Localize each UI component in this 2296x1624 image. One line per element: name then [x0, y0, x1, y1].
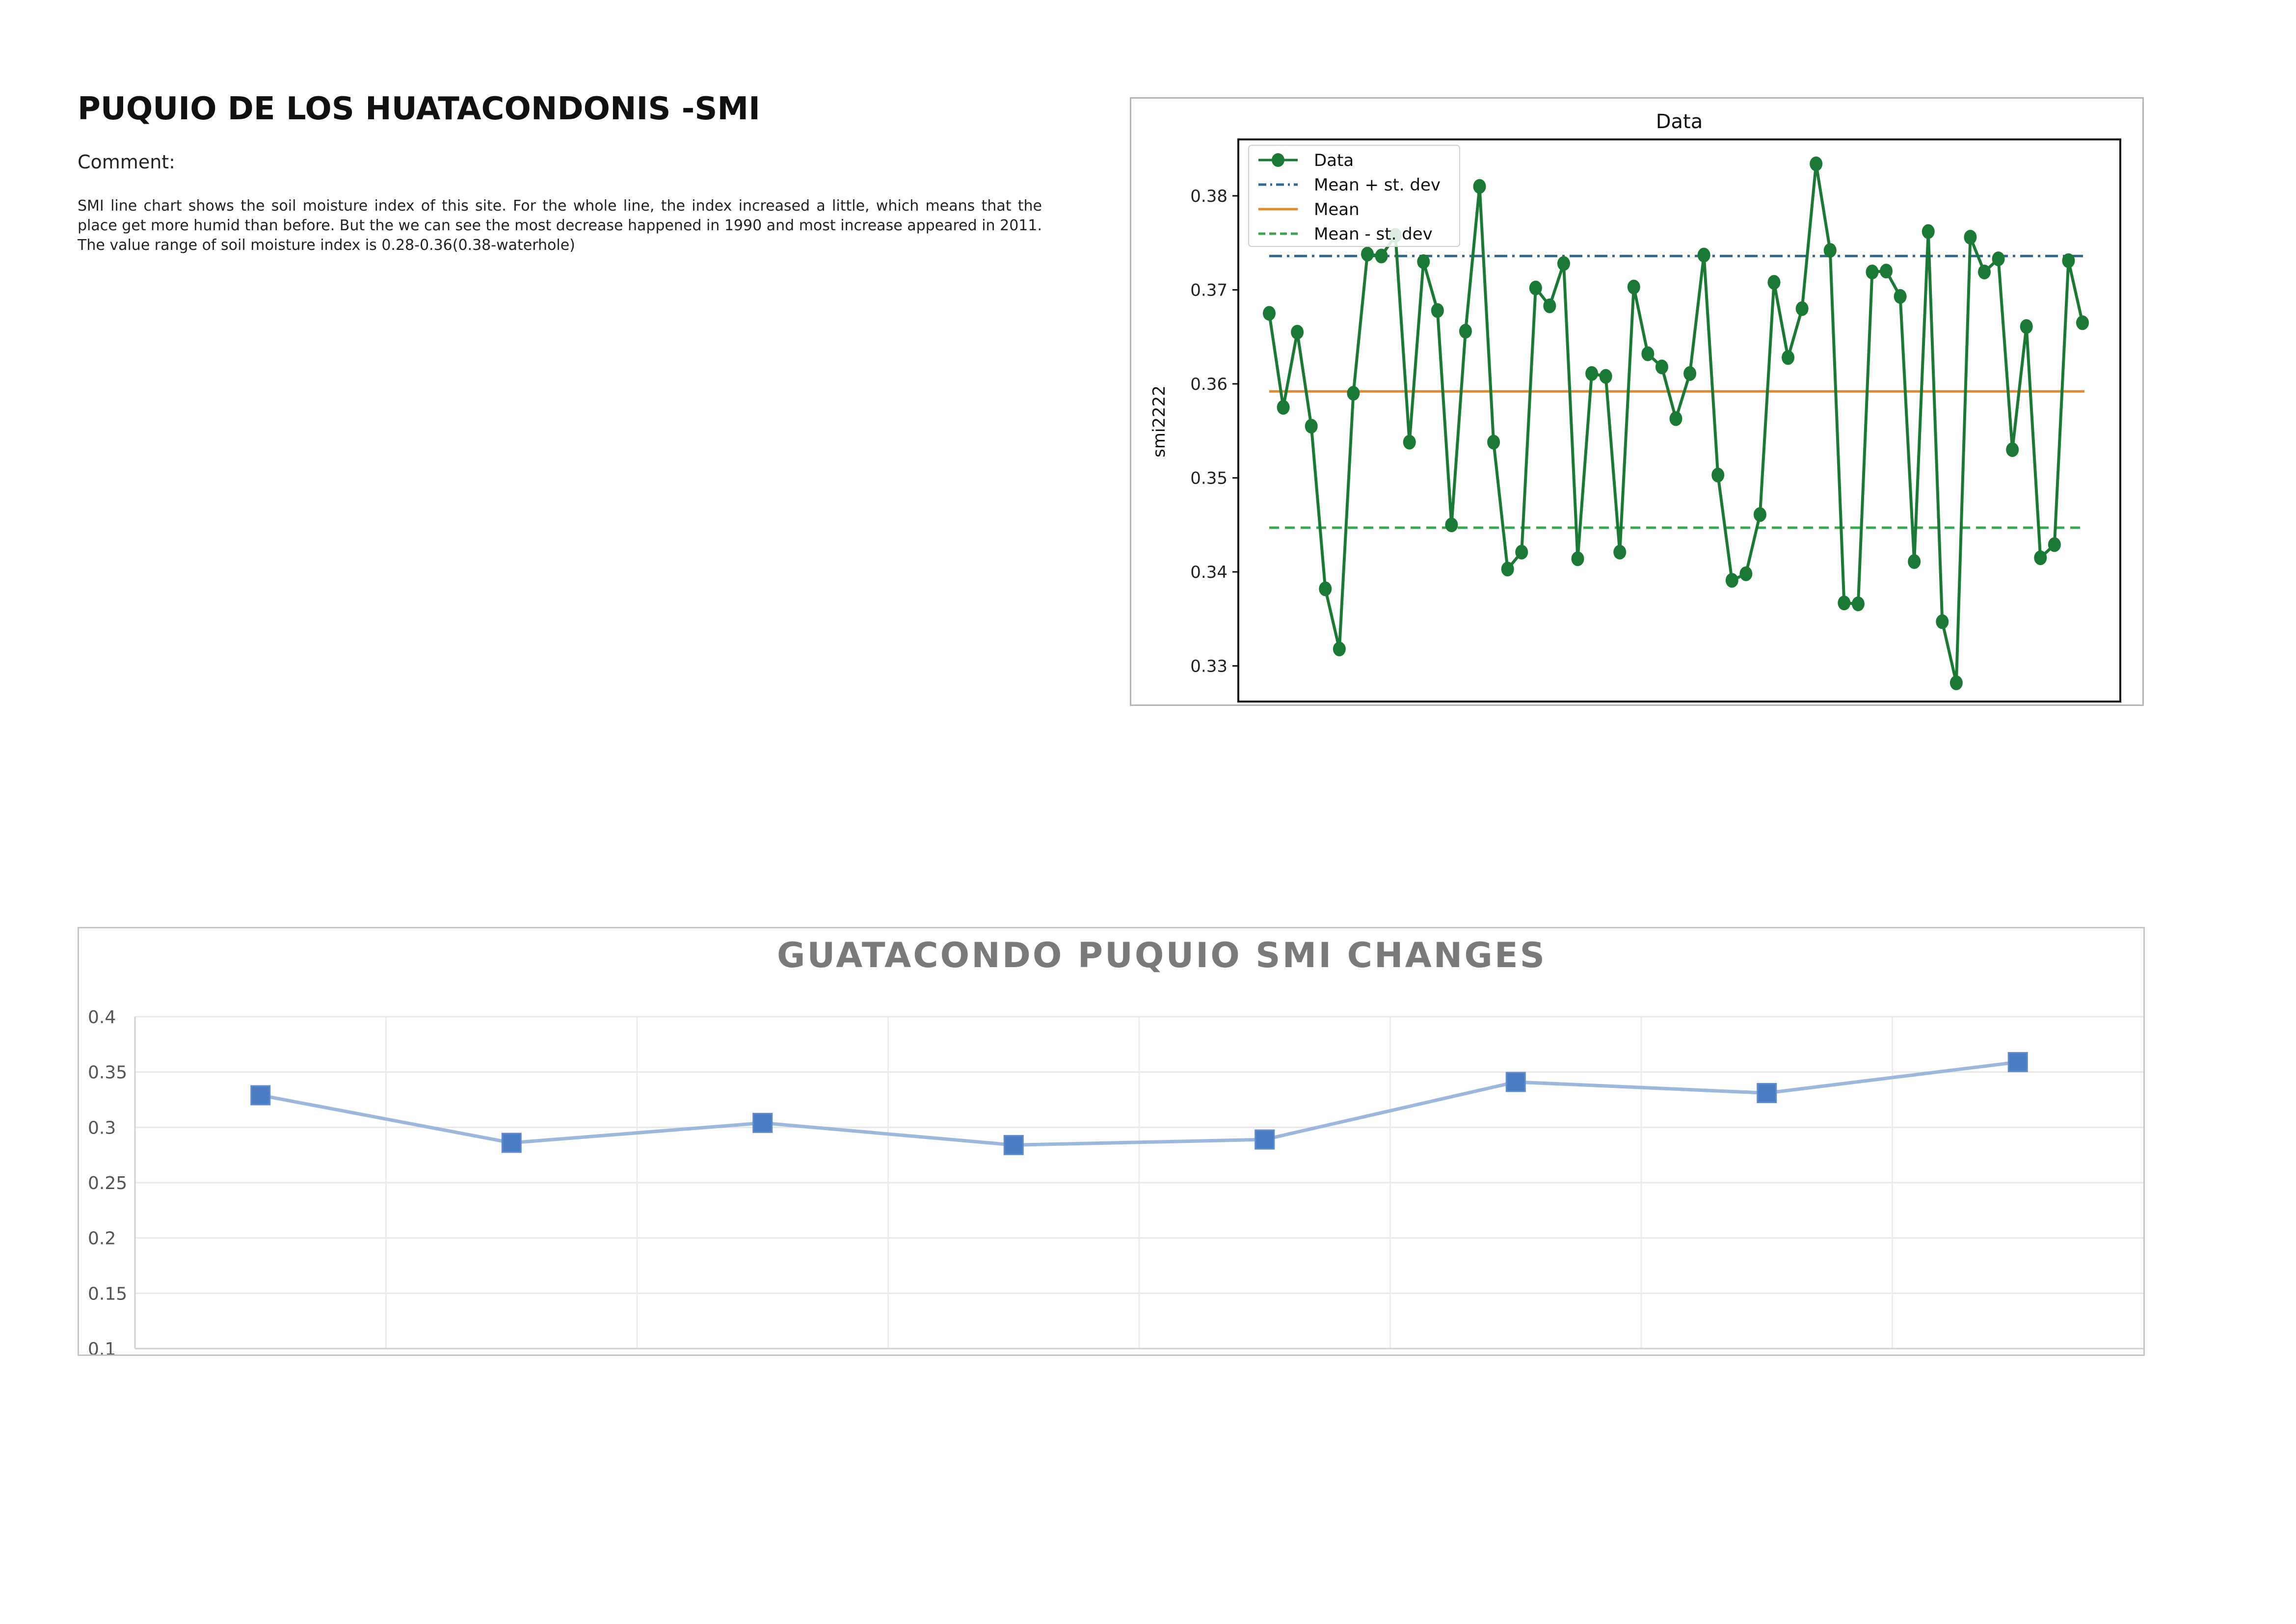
data-point [1487, 434, 1500, 450]
legend-label: Mean + st. dev [1314, 175, 1441, 195]
data-point [1683, 366, 1697, 381]
data-point [1347, 386, 1360, 401]
data-point [1782, 350, 1795, 365]
smi-changes-chart-svg: GUATACONDO PUQUIO SMI CHANGES 0.1 0.15 0.2 0… [88, 935, 2143, 1354]
data-point [1319, 581, 1332, 596]
data-point [2034, 550, 2047, 566]
y-tick-label: 0.1 [88, 1339, 116, 1354]
data-point [1529, 280, 1542, 296]
page-title: PUQUIO DE LOS HUATACONDONIS -SMI [78, 91, 760, 127]
data-point [1795, 301, 1809, 316]
data-point [1655, 359, 1668, 375]
data-point [1810, 156, 1823, 171]
data-point [1880, 264, 1893, 279]
data-point [1757, 1083, 1777, 1103]
legend-marker [1272, 153, 1284, 167]
data-point [1263, 306, 1276, 321]
y-tick-label: 0.38 [1190, 187, 1228, 206]
data-point [2006, 442, 2019, 457]
legend-label: Mean [1314, 200, 1360, 219]
data-point [1515, 544, 1528, 560]
data-point [1599, 369, 1612, 384]
data-point [1305, 419, 1318, 434]
data-point [1838, 595, 1851, 611]
data-point [2007, 1052, 2028, 1072]
data-point [1473, 179, 1486, 194]
data-point [1571, 551, 1584, 567]
data-point [1003, 1135, 1024, 1155]
data-point [250, 1085, 271, 1106]
data-point [1894, 289, 1907, 304]
data-point [1333, 641, 1346, 656]
data-point [1543, 298, 1556, 313]
data-point [1908, 554, 1921, 569]
data-point [1505, 1072, 1526, 1092]
y-tick-label: 0.3 [88, 1118, 116, 1138]
smi-changes-chart: GUATACONDO PUQUIO SMI CHANGES 0.1 0.15 0.2 0… [78, 927, 2145, 1356]
y-tick-label: 0.2 [88, 1229, 116, 1249]
data-point [1291, 325, 1304, 340]
data-point [1711, 467, 1725, 483]
data-point [1613, 544, 1627, 560]
data-point [2076, 315, 2089, 330]
data-point [1978, 265, 1991, 280]
y-tick-label: 0.37 [1190, 280, 1228, 300]
legend-label: Data [1314, 151, 1354, 170]
data-point [1739, 566, 1753, 581]
data-point [2020, 319, 2033, 334]
y-tick-label: 0.15 [88, 1284, 127, 1304]
data-point [1936, 614, 1949, 629]
y-tick-label: 0.35 [88, 1063, 127, 1083]
y-tick-label: 0.35 [1190, 468, 1228, 488]
data-point [1557, 256, 1570, 271]
y-tick-label: 0.25 [88, 1173, 127, 1193]
smi-data-chart: Data smi2222 0.33 0.34 0.35 0.36 0.37 0.38 Data M… [1130, 97, 2144, 706]
data-point [1501, 562, 1514, 577]
data-point [1753, 507, 1766, 522]
data-point [1459, 324, 1472, 339]
data-point [1851, 596, 1865, 612]
data-point [1949, 675, 1963, 690]
data-point [2048, 537, 2061, 552]
comment-label: Comment: [78, 151, 175, 173]
data-point [1445, 517, 1458, 533]
data-point [1431, 303, 1444, 318]
data-point [752, 1112, 773, 1133]
data-point [1669, 411, 1682, 426]
data-point [1627, 279, 1640, 295]
data-point [1255, 1129, 1275, 1150]
data-point [1767, 275, 1781, 290]
data-point [1375, 248, 1388, 264]
comment-text: SMI line chart shows the soil moisture i… [78, 197, 1042, 254]
plot-area [1237, 138, 2121, 703]
data-point [1823, 243, 1837, 258]
data-point [1585, 366, 1599, 381]
chart-title: GUATACONDO PUQUIO SMI CHANGES [777, 935, 1547, 975]
data-point [1277, 400, 1290, 415]
data-point [1697, 247, 1710, 263]
data-point [2062, 253, 2075, 269]
smi-series-line [260, 1060, 2018, 1147]
chart-title: Data [1656, 110, 1703, 133]
data-point [1866, 265, 1879, 280]
data-point [1641, 346, 1655, 361]
legend-box [1248, 145, 1460, 247]
data-point [1922, 224, 1935, 239]
data-point [1964, 230, 1977, 245]
y-tick-label: 0.36 [1190, 375, 1228, 394]
legend-label: Mean - st. dev [1314, 224, 1433, 244]
y-tick-label: 0.34 [1190, 563, 1228, 582]
smi-data-chart-svg: Data smi2222 0.33 0.34 0.35 0.36 0.37 0.38 Data M… [1149, 110, 2121, 703]
y-tick-label: 0.4 [88, 1007, 116, 1028]
data-point [1417, 254, 1430, 269]
data-point [1361, 246, 1374, 262]
data-point [501, 1133, 522, 1153]
data-point [1725, 573, 1738, 588]
y-axis-label: smi2222 [1149, 385, 1169, 458]
y-tick-label: 0.33 [1190, 656, 1228, 676]
data-point [1403, 434, 1416, 450]
data-point [1992, 251, 2005, 267]
